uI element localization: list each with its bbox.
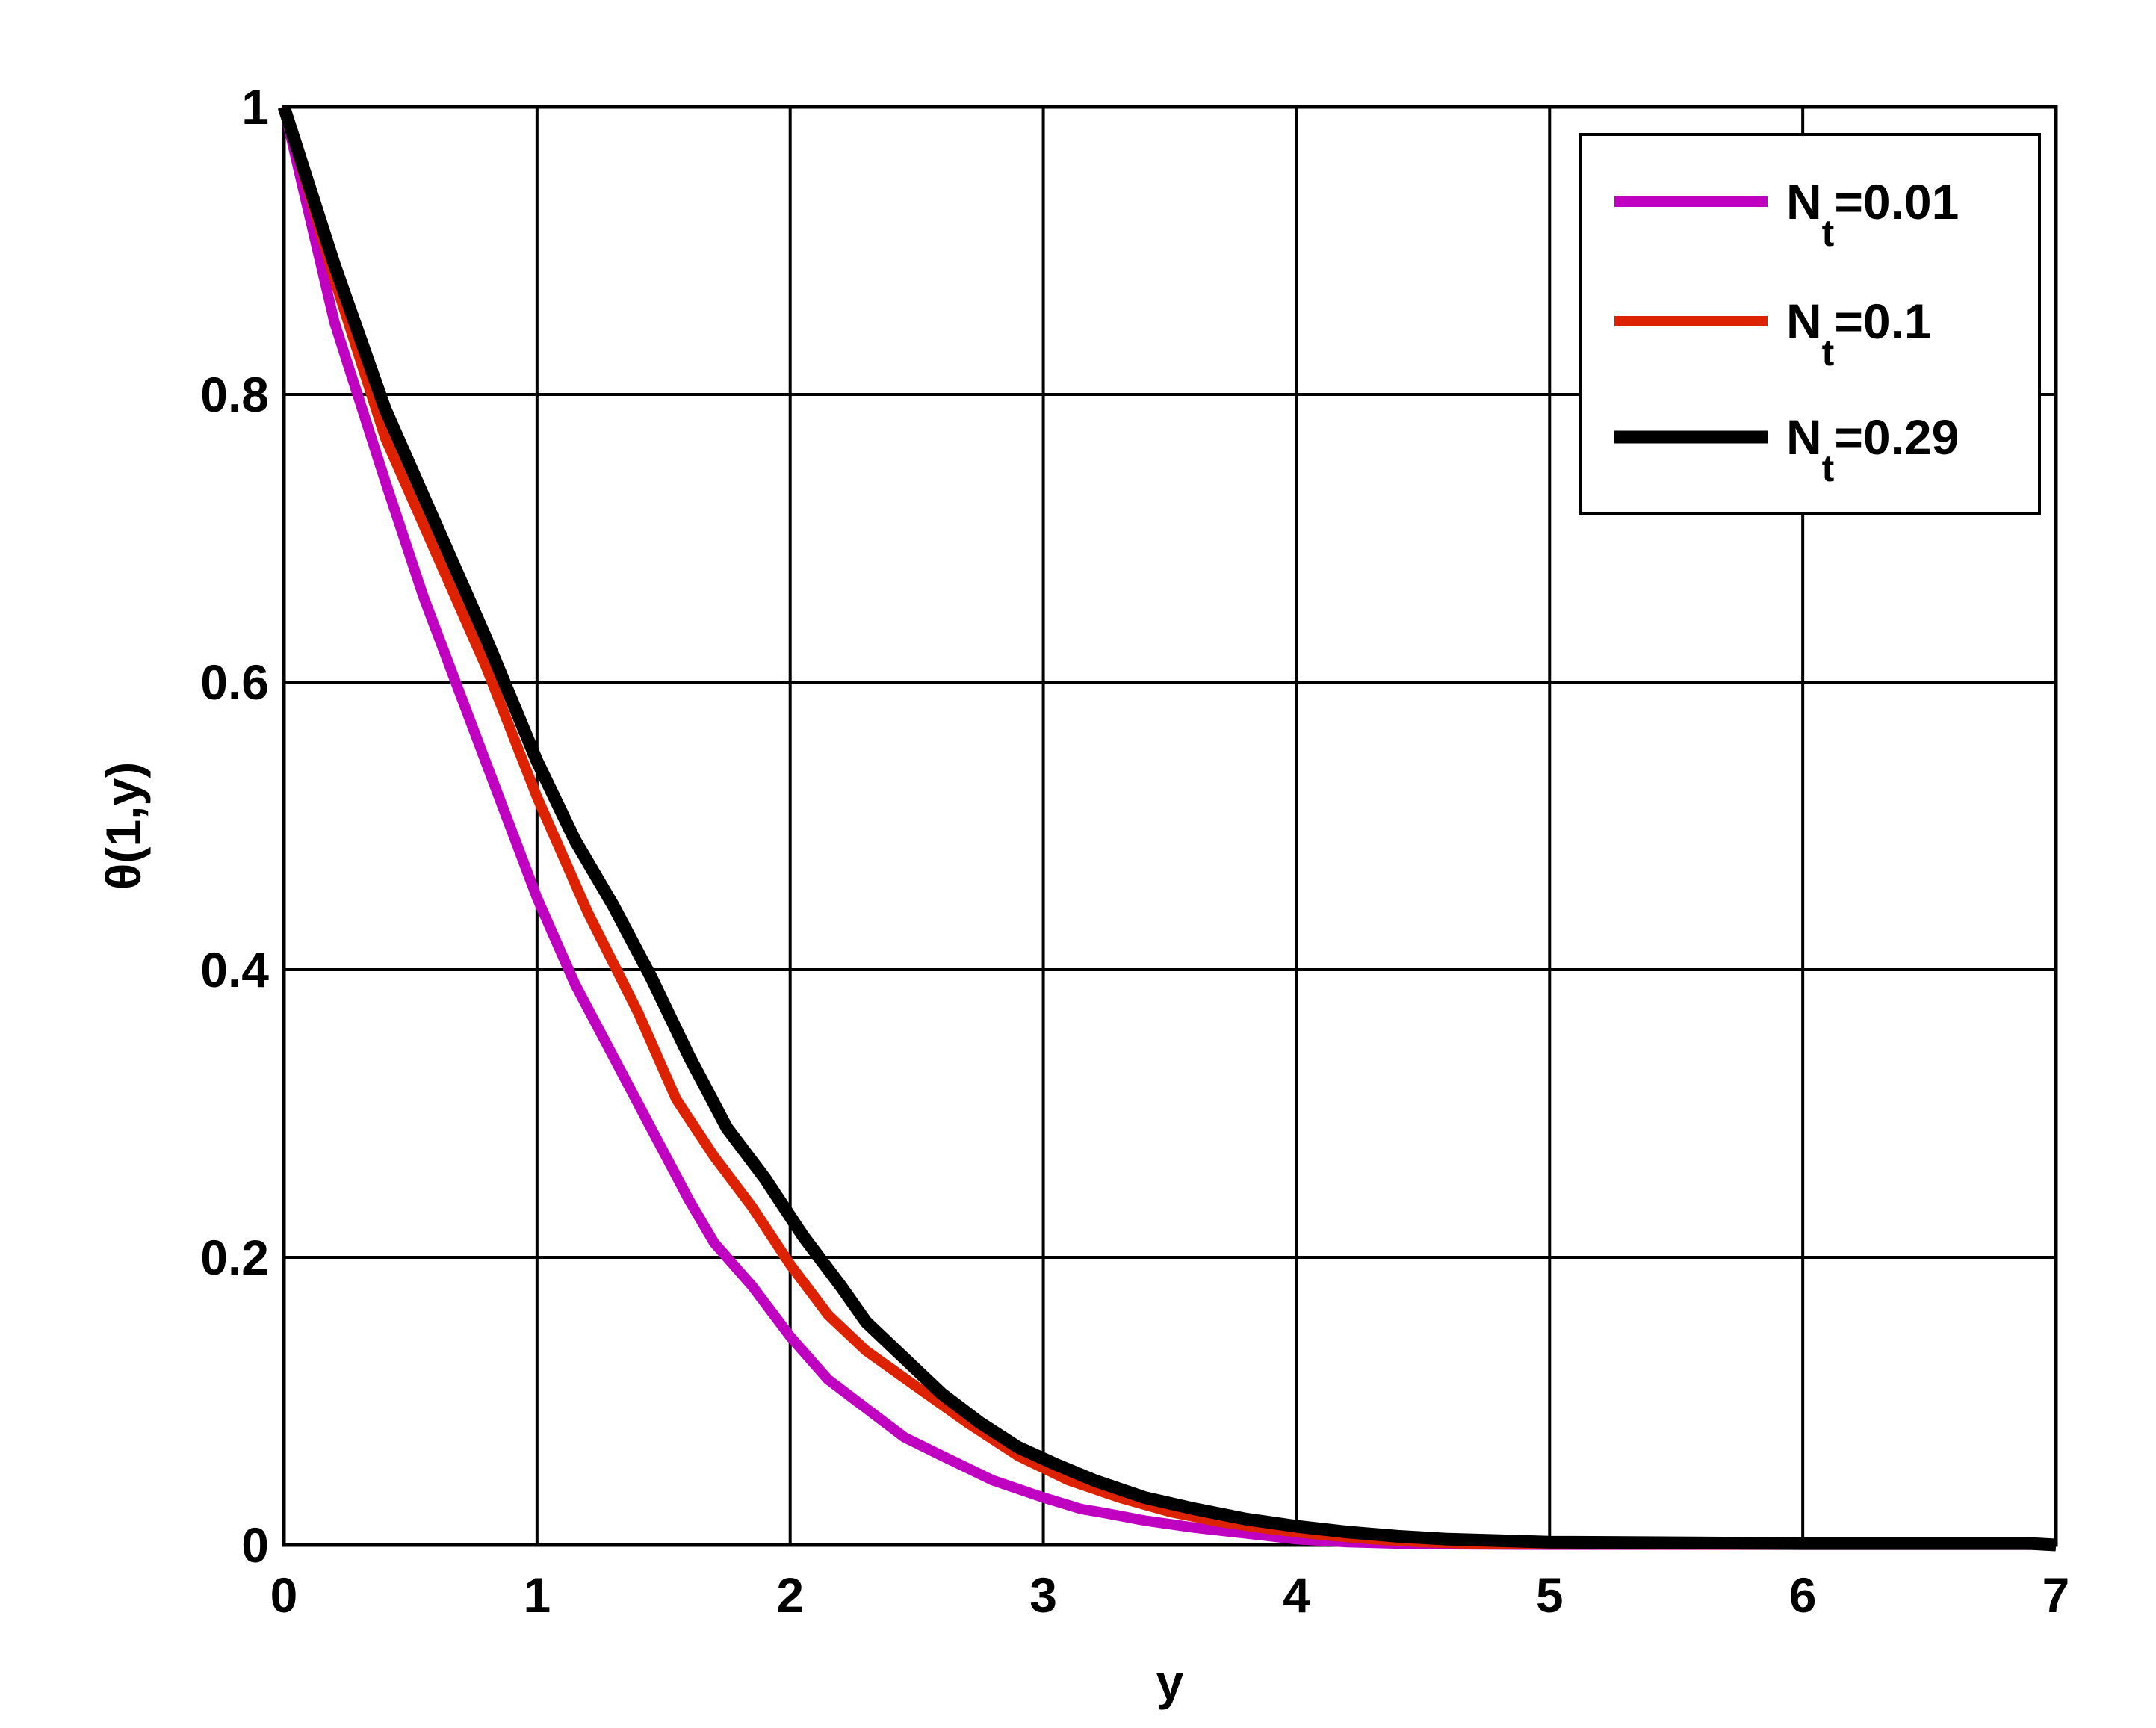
legend-entry-1: Nt=0.01 [1786,174,1959,254]
y-tick-label: 0.6 [200,654,269,710]
x-axis-label: y [1156,1655,1184,1710]
x-tick-label: 3 [1029,1567,1057,1623]
x-tick-label: 6 [1789,1567,1817,1623]
y-tick-label: 0 [241,1517,269,1573]
legend-entry-2: Nt=0.1 [1786,294,1932,374]
x-tick-label: 5 [1536,1567,1564,1623]
y-tick-label: 1 [241,79,269,134]
x-tick-label: 0 [270,1567,298,1623]
y-tick-label: 0.4 [200,942,269,997]
legend-entry-3: Nt=0.29 [1786,409,1959,489]
y-tick-label: 0.2 [200,1230,269,1285]
x-tick-label: 1 [523,1567,551,1623]
y-tick-label: 0.8 [200,367,269,422]
x-tick-label: 4 [1283,1567,1310,1623]
series-lines [277,105,2057,1552]
tick-labels: 0 1 2 3 4 5 6 7 0 0.2 0.4 0.6 0.8 1 [200,79,2069,1623]
x-tick-label: 2 [776,1567,804,1623]
y-axis-label: θ(1,y) [96,762,151,890]
series-line-3 [277,105,2057,1552]
legend: Nt=0.01 Nt=0.1 Nt=0.29 [1579,133,2041,515]
x-tick-label: 7 [2042,1567,2070,1623]
plot-area-frame [282,105,2058,1547]
